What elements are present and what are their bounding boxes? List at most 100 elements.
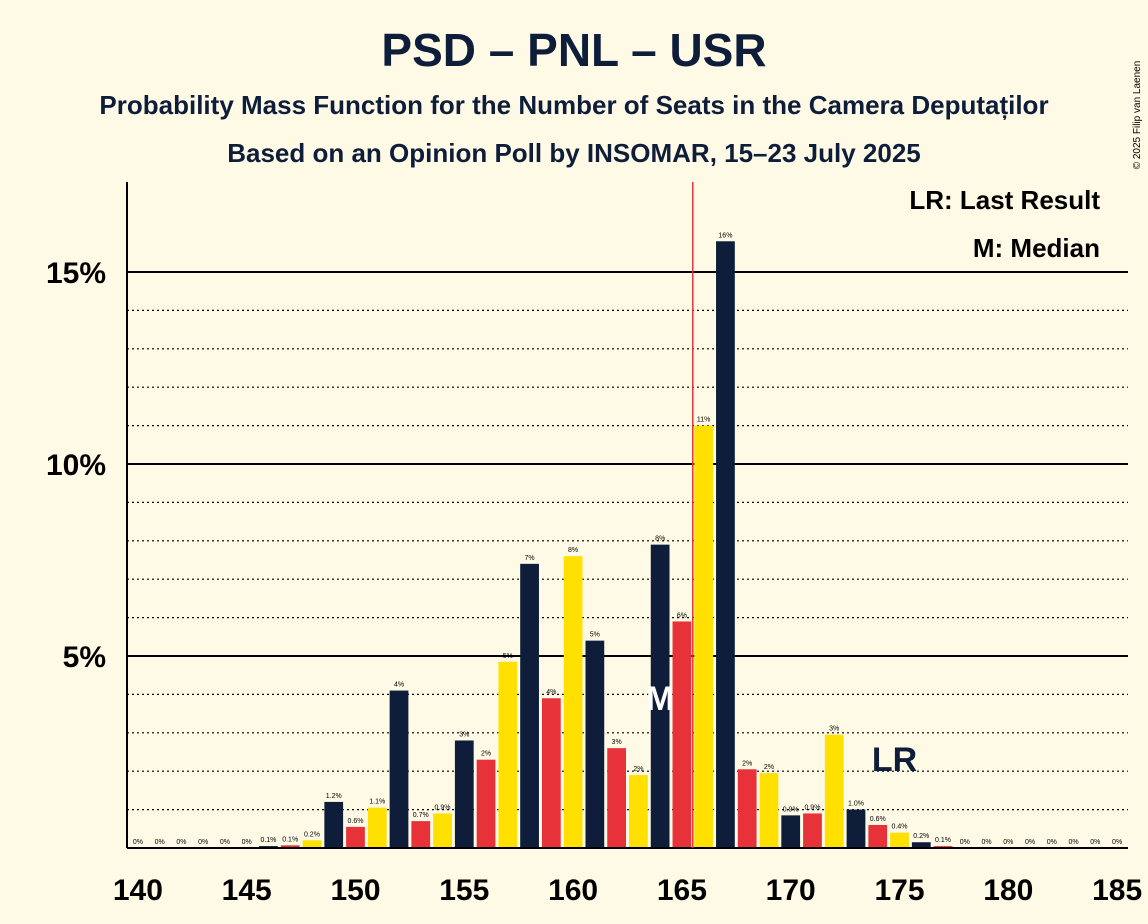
bar-167 bbox=[716, 241, 735, 848]
bar-label-178: 0% bbox=[960, 839, 970, 846]
x-tick-185: 185 bbox=[1092, 874, 1142, 907]
bar-label-171: 0.9% bbox=[804, 804, 820, 811]
bar-label-141: 0% bbox=[155, 839, 165, 846]
bar-label-142: 0% bbox=[176, 839, 186, 846]
x-tick-165: 165 bbox=[657, 874, 707, 907]
legend-median: M: Median bbox=[973, 233, 1100, 263]
bar-label-151: 1.1% bbox=[369, 799, 385, 806]
bar-163 bbox=[629, 775, 648, 848]
bar-series bbox=[259, 241, 953, 848]
bar-label-175: 0.4% bbox=[892, 824, 908, 831]
bar-148 bbox=[302, 840, 322, 848]
bar-150 bbox=[346, 826, 365, 848]
chart-subtitle-2: Based on an Opinion Poll by INSOMAR, 15–… bbox=[227, 138, 921, 168]
y-tick-labels: 5% 10% 15% bbox=[46, 257, 106, 674]
bar-label-164: 8% bbox=[655, 536, 665, 543]
bar-label-144: 0% bbox=[220, 839, 230, 846]
bar-label-143: 0% bbox=[198, 839, 208, 846]
y-tick-5: 5% bbox=[63, 641, 106, 674]
bar-165 bbox=[672, 621, 692, 848]
bar-label-173: 1.0% bbox=[848, 801, 864, 808]
bar-161 bbox=[585, 640, 605, 848]
bar-label-150: 0.6% bbox=[348, 818, 364, 825]
bar-label-184: 0% bbox=[1090, 839, 1100, 846]
bar-label-162: 3% bbox=[612, 739, 622, 746]
bar-label-157: 5% bbox=[503, 653, 513, 660]
y-tick-15: 15% bbox=[46, 257, 106, 290]
bar-159 bbox=[541, 698, 561, 848]
bar-labels: 0% 0% 0% 0% 0% 0% 0.1% 0.1% 0.2% 1.2% 0.6% 1.1% 4% 0.… bbox=[133, 232, 1122, 846]
gridlines bbox=[127, 271, 1128, 811]
bar-label-167: 16% bbox=[718, 232, 732, 239]
bar-label-149: 1.2% bbox=[326, 793, 342, 800]
chart-subtitle: Probability Mass Function for the Number… bbox=[99, 90, 1048, 120]
bar-162 bbox=[607, 748, 626, 848]
bar-label-166: 11% bbox=[697, 417, 711, 424]
bar-175 bbox=[890, 832, 909, 848]
bar-label-182: 0% bbox=[1047, 839, 1057, 846]
bar-154 bbox=[433, 813, 452, 848]
last-result-marker: LR bbox=[872, 741, 917, 779]
median-marker: M bbox=[646, 680, 674, 718]
bar-label-181: 0% bbox=[1025, 839, 1035, 846]
x-tick-140: 140 bbox=[113, 874, 163, 907]
x-tick-170: 170 bbox=[766, 874, 816, 907]
bar-label-176: 0.2% bbox=[913, 833, 929, 840]
bar-label-170: 0.9% bbox=[783, 806, 799, 813]
chart-title: PSD – PNL – USR bbox=[381, 24, 766, 76]
x-tick-labels: 140 145 150 155 160 165 170 175 180 185 bbox=[113, 874, 1142, 907]
x-tick-150: 150 bbox=[330, 874, 380, 907]
bar-label-163: 2% bbox=[633, 766, 643, 773]
bar-label-183: 0% bbox=[1069, 839, 1079, 846]
bar-label-158: 7% bbox=[525, 555, 535, 562]
bar-169 bbox=[759, 773, 779, 848]
legend-bg-lr bbox=[940, 184, 1128, 224]
x-tick-145: 145 bbox=[222, 874, 272, 907]
bar-label-153: 0.7% bbox=[413, 812, 429, 819]
legend-last-result: LR: Last Result bbox=[909, 185, 1100, 215]
bar-label-169: 2% bbox=[764, 764, 774, 771]
bar-151 bbox=[367, 807, 387, 848]
x-tick-180: 180 bbox=[983, 874, 1033, 907]
bar-label-185: 0% bbox=[1112, 839, 1122, 846]
bar-label-172: 3% bbox=[829, 726, 839, 733]
bar-label-145: 0% bbox=[242, 839, 252, 846]
bar-171 bbox=[803, 813, 822, 848]
bar-176 bbox=[911, 842, 931, 848]
y-tick-10: 10% bbox=[46, 449, 106, 482]
bar-149 bbox=[324, 801, 344, 848]
bar-168 bbox=[737, 769, 757, 848]
bar-160 bbox=[563, 556, 583, 848]
bar-label-148: 0.2% bbox=[304, 831, 320, 838]
bar-166 bbox=[694, 425, 714, 848]
bar-156 bbox=[476, 759, 496, 848]
legend-bg-m bbox=[985, 230, 1128, 270]
bar-152 bbox=[389, 690, 409, 848]
bar-label-165: 6% bbox=[677, 612, 687, 619]
bar-174 bbox=[868, 824, 888, 848]
bar-label-161: 5% bbox=[590, 632, 600, 639]
bar-label-174: 0.6% bbox=[870, 816, 886, 823]
bar-label-152: 4% bbox=[394, 682, 404, 689]
bar-label-168: 2% bbox=[742, 760, 752, 767]
bar-153 bbox=[411, 821, 431, 848]
bar-173 bbox=[846, 809, 866, 848]
x-tick-155: 155 bbox=[439, 874, 489, 907]
bar-label-140: 0% bbox=[133, 839, 143, 846]
bar-label-154: 0.9% bbox=[435, 804, 451, 811]
bar-label-180: 0% bbox=[1003, 839, 1013, 846]
x-tick-160: 160 bbox=[548, 874, 598, 907]
bar-158 bbox=[520, 563, 539, 848]
bar-157 bbox=[498, 661, 518, 848]
x-tick-175: 175 bbox=[874, 874, 924, 907]
bar-label-159: 4% bbox=[546, 689, 556, 696]
bar-label-146: 0.1% bbox=[260, 837, 276, 844]
bar-label-147: 0.1% bbox=[282, 836, 298, 843]
bar-label-160: 8% bbox=[568, 547, 578, 554]
bar-164 bbox=[650, 544, 670, 848]
bar-170 bbox=[781, 815, 801, 848]
bar-label-156: 2% bbox=[481, 751, 491, 758]
bar-147 bbox=[280, 845, 300, 848]
bar-label-177: 0.1% bbox=[935, 837, 951, 844]
